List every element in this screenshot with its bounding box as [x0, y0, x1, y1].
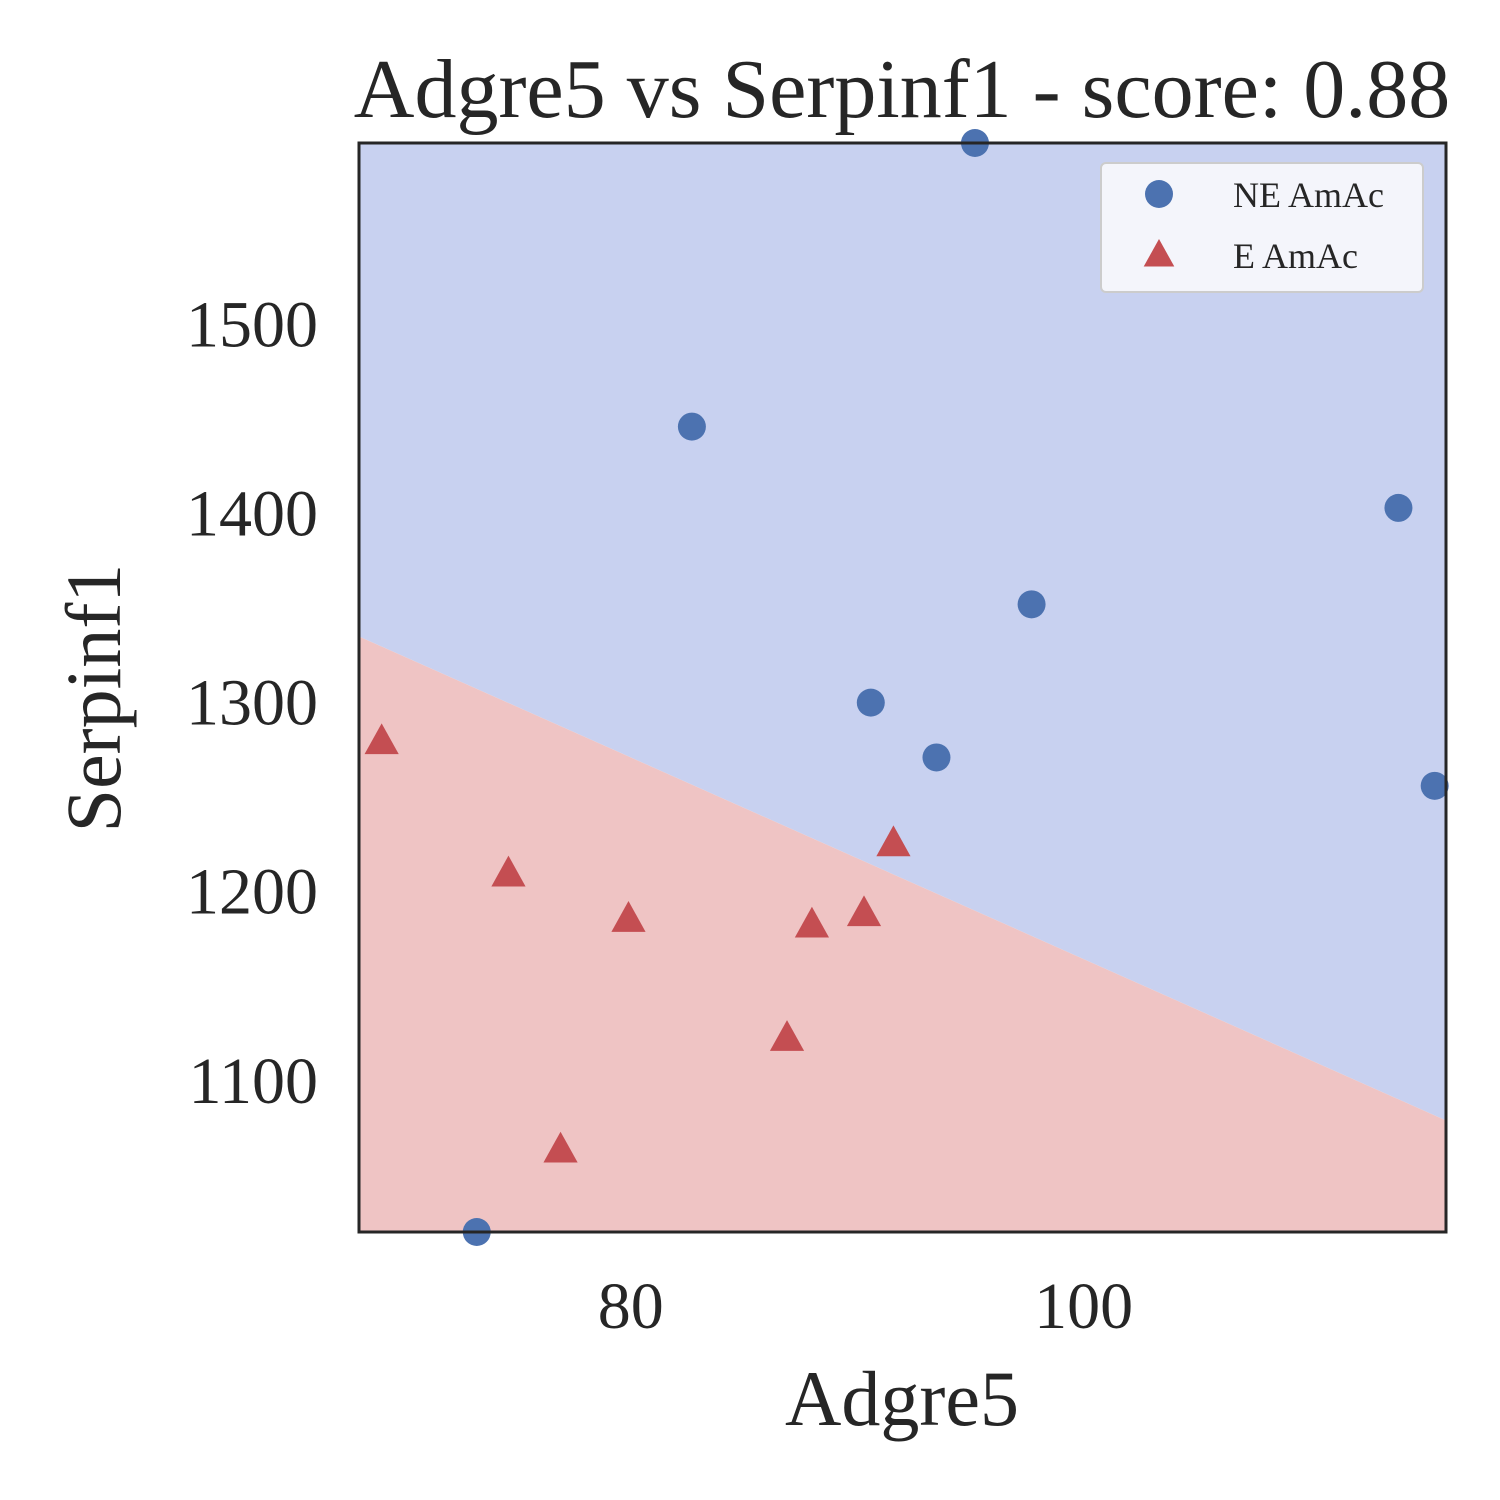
x-tick-label-1: 100: [1034, 1270, 1133, 1343]
point-1-5: [794, 906, 830, 938]
point-0-1: [677, 412, 706, 441]
point-1-2: [543, 1131, 578, 1163]
region-lower: [359, 636, 1446, 1232]
legend-box: [1100, 162, 1424, 293]
point-1-0: [364, 723, 399, 755]
legend: NE AmAc E AmAc: [1100, 162, 1424, 293]
y-axis-label: Serpinf1: [50, 564, 137, 833]
point-1-7: [876, 825, 911, 857]
point-1-4: [769, 1020, 805, 1051]
chart-title: Adgre5 vs Serpinf1 - score: 0.88: [354, 43, 1450, 136]
legend-marker-e-amac: [1143, 239, 1175, 267]
legend-label-ne-amac: NE AmAc: [1233, 175, 1384, 215]
y-tick-label-0: 1100: [188, 1045, 318, 1118]
tick-labels: 80 100 1100 1200 1300 1400 1500: [186, 289, 1133, 1344]
point-0-7: [1420, 771, 1449, 800]
legend-marker-ne-amac: [1145, 180, 1173, 208]
region-upper: [359, 143, 1446, 1121]
y-tick-label-2: 1300: [186, 667, 318, 740]
y-tick-label-4: 1500: [186, 289, 318, 362]
point-1-6: [846, 895, 882, 927]
point-0-5: [1017, 590, 1046, 619]
point-1-1: [491, 855, 526, 887]
decision-regions: [359, 143, 1446, 1232]
legend-label-e-amac: E AmAc: [1233, 236, 1358, 276]
x-axis-label: Adgre5: [785, 1355, 1019, 1442]
point-0-2: [856, 688, 885, 717]
point-0-6: [1384, 493, 1413, 522]
data-points: [364, 129, 1449, 1246]
plot-frame: [357, 141, 1448, 1234]
point-1-3: [611, 901, 646, 932]
y-tick-label-3: 1400: [186, 478, 318, 551]
y-tick-label-1: 1200: [186, 856, 318, 929]
x-tick-label-0: 80: [598, 1270, 664, 1343]
point-0-3: [922, 743, 951, 772]
